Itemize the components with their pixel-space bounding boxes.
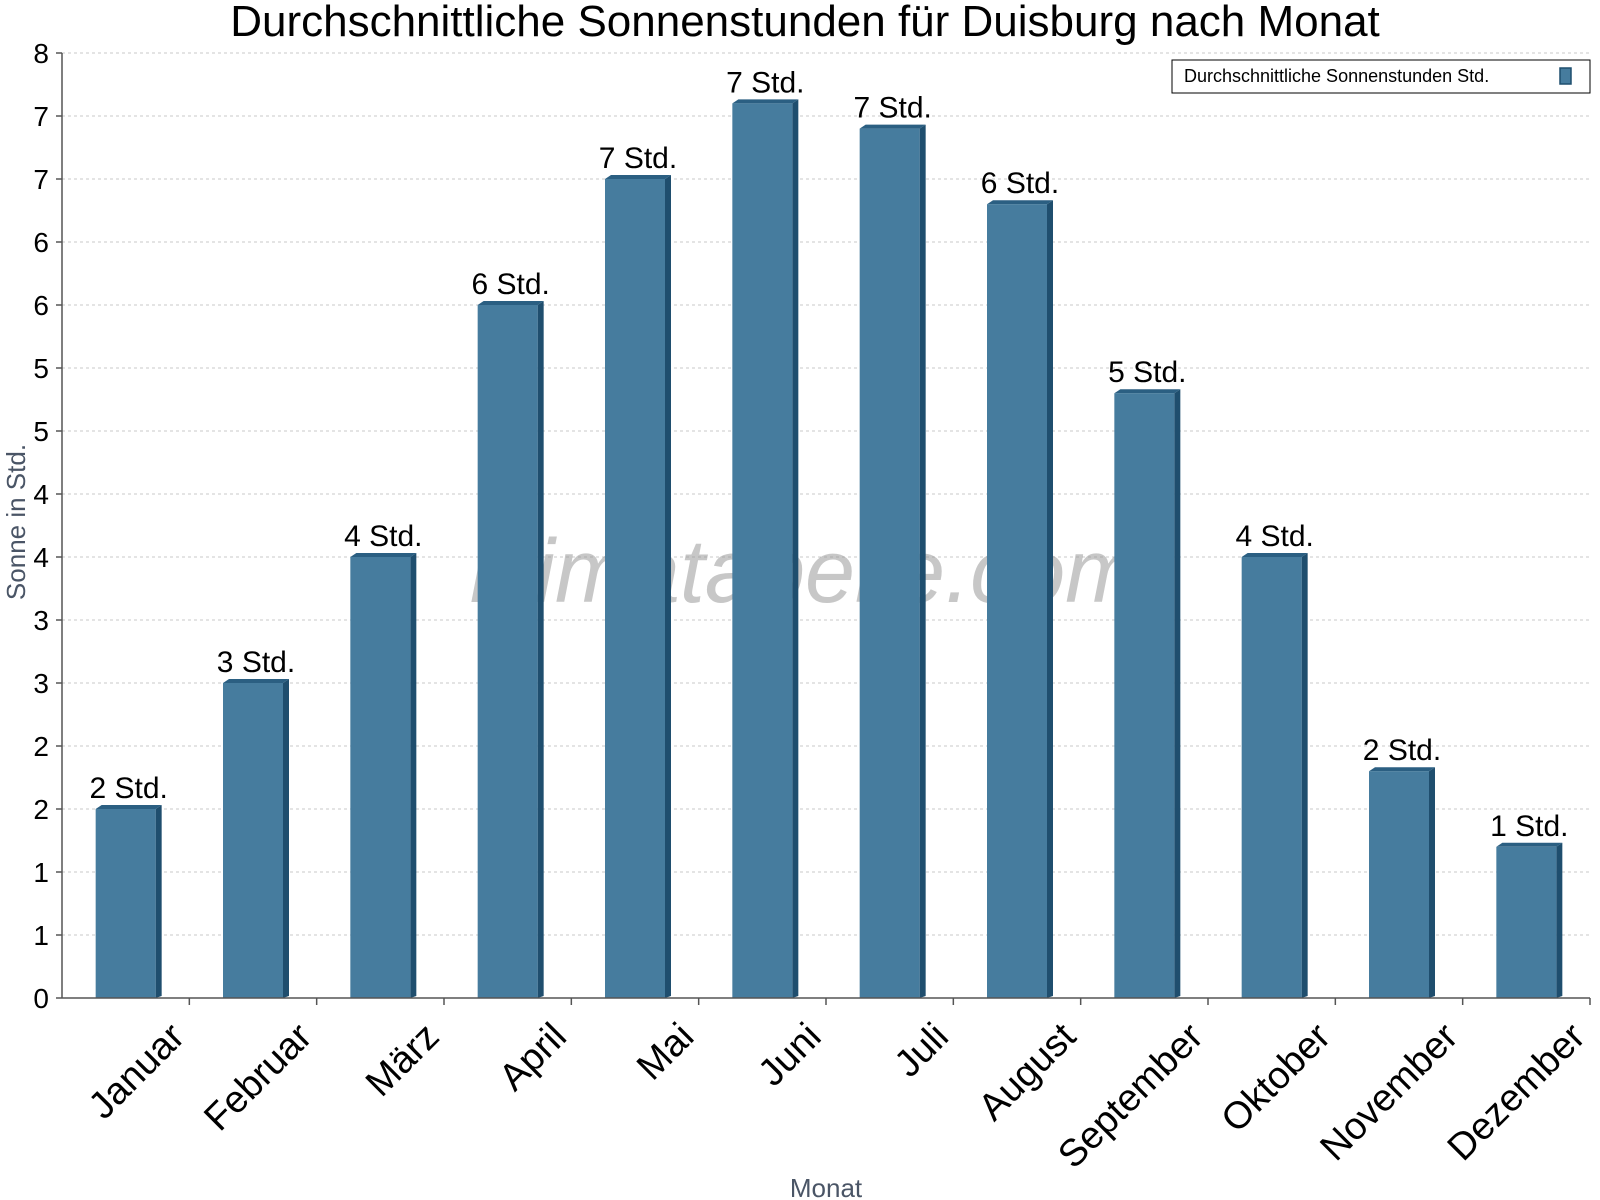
x-tick-label: August [971,1015,1085,1129]
y-tick-label: 7 [33,101,49,132]
data-label: 3 Std. [217,646,295,679]
bar-side [665,175,671,998]
y-tick-label: 5 [33,353,49,384]
y-tick-label: 0 [33,983,49,1014]
data-label: 5 Std. [1108,356,1186,389]
y-tick-label: 1 [33,920,49,951]
bar [95,809,156,998]
bar-top [732,99,799,104]
y-tick-label: 4 [33,542,49,573]
bar [223,683,283,998]
bar [1114,393,1175,998]
y-axis-label: Sonne in Std. [1,444,31,600]
bar-side [792,99,799,998]
y-tick-label: 6 [33,227,49,258]
y-tick-label: 8 [33,38,49,69]
bar-side [283,679,289,998]
bar-top [223,679,289,683]
bar [350,557,411,998]
y-tick-label: 5 [33,416,49,447]
bar-top [1496,842,1563,847]
x-tick-label: Oktober [1214,1015,1340,1141]
legend-label: Durchschnittliche Sonnenstunden Std. [1184,66,1489,86]
x-tick-label: Dezember [1440,1015,1594,1169]
bar [1369,771,1429,998]
data-label: 7 Std. [726,66,804,99]
y-tick-label: 3 [33,668,49,699]
data-label: 2 Std. [1363,734,1441,767]
bar [987,204,1047,998]
data-label: 1 Std. [1490,810,1568,843]
x-tick-label: Juni [751,1015,830,1094]
y-tick-label: 1 [33,857,49,888]
bar-side [155,805,162,998]
bar [1496,846,1557,998]
bar-top [350,553,417,557]
bar-side [1301,553,1308,998]
data-label: 7 Std. [599,142,677,175]
x-tick-label: März [358,1015,447,1104]
legend-swatch [1559,67,1572,85]
y-tick-label: 2 [33,731,49,762]
bar-top [95,805,162,809]
x-axis-label: Monat [790,1173,863,1200]
legend-box [1171,59,1591,94]
bar-top [987,200,1053,205]
data-label: 4 Std. [1235,520,1313,553]
data-label: 2 Std. [89,772,167,805]
bar-top [1114,389,1181,394]
bar-side [1429,767,1435,998]
bar-top [605,175,671,179]
y-tick-label: 4 [33,479,49,510]
bar-series: 2 Std. 3 Std. 4 Std. 6 Std. 7 Std. 7 Std. 7 St… [89,66,1569,999]
bar [859,128,920,999]
legend: Durchschnittliche Sonnenstunden Std. [1171,59,1591,94]
bar-top [1369,767,1435,772]
x-tick-label: Juli [887,1015,957,1085]
data-label: 4 Std. [344,520,422,553]
data-label: 6 Std. [981,167,1059,200]
bar [477,305,538,998]
x-tick-label: Mai [629,1015,702,1088]
bar-top [477,301,544,305]
grid-lines [62,52,1590,936]
bar [1241,557,1302,998]
y-tick-label: 2 [33,794,49,825]
bar-side [1174,389,1181,998]
bar-side [1047,200,1053,998]
x-tick-label: April [491,1015,574,1098]
y-tick-label: 7 [33,164,49,195]
bar [732,103,793,998]
x-tick-label: Januar [81,1015,193,1127]
bar-side [410,553,417,998]
y-tick-label: 3 [33,605,49,636]
y-axis-ticks: 0 1 1 2 2 3 3 4 4 5 5 6 6 7 7 8 [33,38,62,1014]
x-tick-label: November [1313,1015,1467,1169]
bar [605,179,665,998]
bar-top [1241,553,1308,557]
bar-side [919,124,926,999]
data-label: 7 Std. [853,92,931,125]
y-tick-label: 6 [33,290,49,321]
chart-title: Durchschnittliche Sonnenstunden für Duis… [230,0,1380,46]
bar-side [537,301,544,998]
x-axis-ticks: Januar Februar März April Mai Juni Juli AugustS… [81,998,1594,1177]
bar-side [1556,842,1563,998]
data-label: 6 Std. [471,268,549,301]
bar-top [859,124,926,129]
x-tick-label: Februar [196,1015,320,1139]
